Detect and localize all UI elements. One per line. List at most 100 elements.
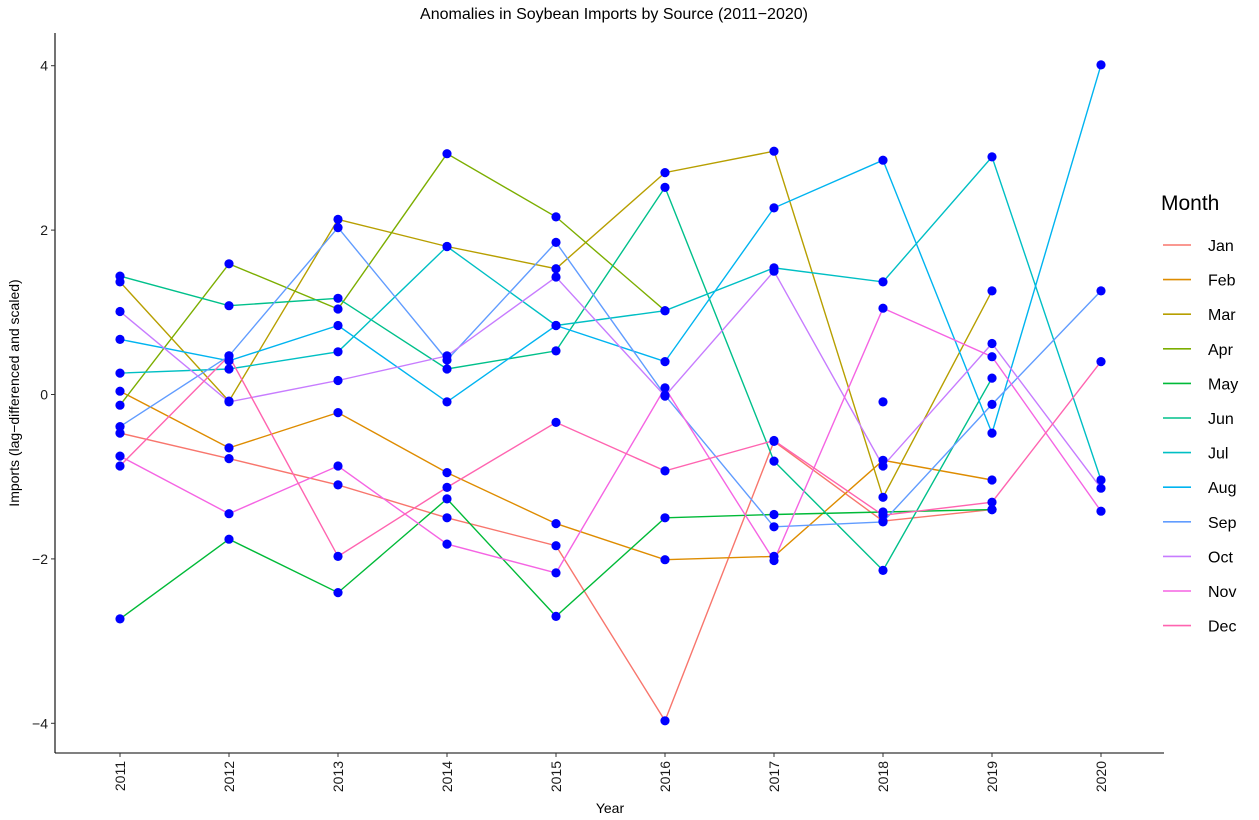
data-point-jul-2014	[442, 241, 452, 252]
data-point-feb-2012	[224, 443, 234, 453]
data-point-apr-2011	[115, 400, 125, 410]
y-axis-title: Imports (lag−differenced and scaled)	[6, 279, 22, 506]
x-tick-label: 2017	[766, 761, 782, 792]
data-point-sep-2017	[769, 522, 779, 532]
data-point-jun-2018	[878, 565, 888, 576]
x-tick-label: 2013	[330, 761, 346, 792]
series-line-feb	[119, 390, 993, 561]
legend-label-feb: Feb	[1208, 273, 1236, 290]
data-point-sep-2020	[1096, 286, 1106, 296]
data-point-apr-2013	[333, 304, 343, 314]
data-point-jul-2013	[333, 347, 343, 357]
data-point-apr-2012	[224, 259, 234, 269]
data-point-dec-2011	[115, 461, 125, 471]
plot-area	[115, 60, 1106, 726]
data-point-jan-2015	[551, 541, 561, 551]
data-point-aug-2011	[115, 334, 125, 344]
data-point-may-2012	[224, 534, 234, 544]
legend-label-apr: Apr	[1208, 342, 1234, 359]
data-point-may-2017	[769, 509, 779, 520]
legend-label-jun: Jun	[1208, 411, 1234, 428]
data-point-jun-2015	[551, 346, 561, 356]
legend-label-aug: Aug	[1208, 480, 1236, 497]
data-point-aug-2014	[442, 397, 452, 407]
data-point-oct-2020	[1096, 483, 1106, 493]
y-tick-label: 4	[40, 58, 48, 74]
data-point-dec-2012	[224, 351, 234, 361]
data-point-oct-2013	[333, 375, 343, 386]
legend-label-may: May	[1208, 376, 1238, 393]
y-tick-label: 2	[40, 222, 48, 238]
legend-label-jan: Jan	[1208, 238, 1234, 255]
data-point-oct-2019	[987, 338, 997, 349]
data-point-nov-2013	[333, 461, 343, 471]
data-point-nov-2014	[442, 539, 452, 549]
data-point-nov-2016	[660, 383, 670, 393]
x-axis-ticks: 2011 2012 2013 2014 2015 2016 2017 2018 2019 2020	[112, 753, 1109, 792]
data-point-feb-2014	[442, 468, 452, 478]
data-point-aug-2020	[1096, 60, 1106, 70]
data-point-jun-2014	[442, 364, 452, 374]
data-point-nov-2012	[224, 509, 234, 519]
data-point-jun-2016	[660, 182, 670, 192]
series-line-sep	[119, 226, 1102, 528]
y-tick-label: 0	[40, 387, 48, 403]
data-point-may-2015	[551, 611, 561, 622]
data-point-jul-2011	[115, 368, 125, 378]
legend-label-jul: Jul	[1208, 446, 1228, 463]
x-tick-label: 2018	[875, 761, 891, 792]
data-point-apr-2018	[878, 397, 888, 407]
series-line-aug	[119, 64, 1102, 436]
data-point-mar-2013	[333, 214, 343, 224]
legend-label-dec: Dec	[1208, 619, 1236, 636]
series-line-nov	[119, 307, 1102, 574]
data-point-nov-2015	[551, 568, 561, 578]
data-point-dec-2016	[660, 466, 670, 476]
data-point-sep-2018	[878, 517, 888, 527]
data-point-sep-2011	[115, 422, 125, 432]
data-point-jun-2013	[333, 293, 343, 303]
data-point-oct-2016	[660, 391, 670, 401]
data-point-mar-2017	[769, 146, 779, 156]
data-point-dec-2015	[551, 417, 561, 427]
data-point-feb-2011	[115, 386, 125, 396]
data-point-oct-2018	[878, 461, 888, 471]
data-point-jan-2016	[660, 716, 670, 726]
data-point-jul-2019	[987, 152, 997, 162]
series-line-may	[119, 497, 993, 620]
data-point-dec-2017	[769, 435, 779, 446]
data-point-jun-2017	[769, 456, 779, 466]
x-tick-label: 2016	[657, 761, 673, 792]
data-point-oct-2012	[224, 397, 234, 407]
data-point-nov-2017	[769, 555, 779, 566]
data-point-oct-2017	[769, 266, 779, 276]
data-point-jun-2011	[115, 271, 125, 281]
data-point-dec-2020	[1096, 357, 1106, 367]
data-point-may-2011	[115, 614, 125, 624]
data-point-aug-2018	[878, 155, 888, 165]
x-tick-label: 2020	[1093, 761, 1109, 792]
data-point-may-2014	[442, 494, 452, 504]
data-point-jun-2012	[224, 301, 234, 311]
data-point-sep-2013	[333, 223, 343, 233]
data-point-mar-2015	[551, 264, 561, 274]
data-point-mar-2018	[878, 492, 888, 502]
data-point-jan-2014	[442, 513, 452, 523]
data-point-nov-2011	[115, 451, 125, 461]
data-point-nov-2018	[878, 303, 888, 313]
legend-title: Month	[1161, 192, 1219, 215]
data-point-aug-2017	[769, 203, 779, 213]
x-tick-label: 2019	[984, 761, 1000, 792]
x-axis-title: Year	[596, 800, 625, 816]
x-tick-label: 2012	[221, 761, 237, 792]
data-point-jul-2020	[1096, 475, 1106, 485]
data-point-aug-2019	[987, 428, 997, 438]
data-point-dec-2019	[987, 497, 997, 507]
data-point-sep-2015	[551, 237, 561, 247]
data-point-jun-2019	[987, 373, 997, 383]
x-tick-label: 2011	[112, 761, 128, 791]
series-points	[115, 60, 1106, 726]
data-point-nov-2019	[987, 352, 997, 362]
data-point-jan-2012	[224, 454, 234, 464]
